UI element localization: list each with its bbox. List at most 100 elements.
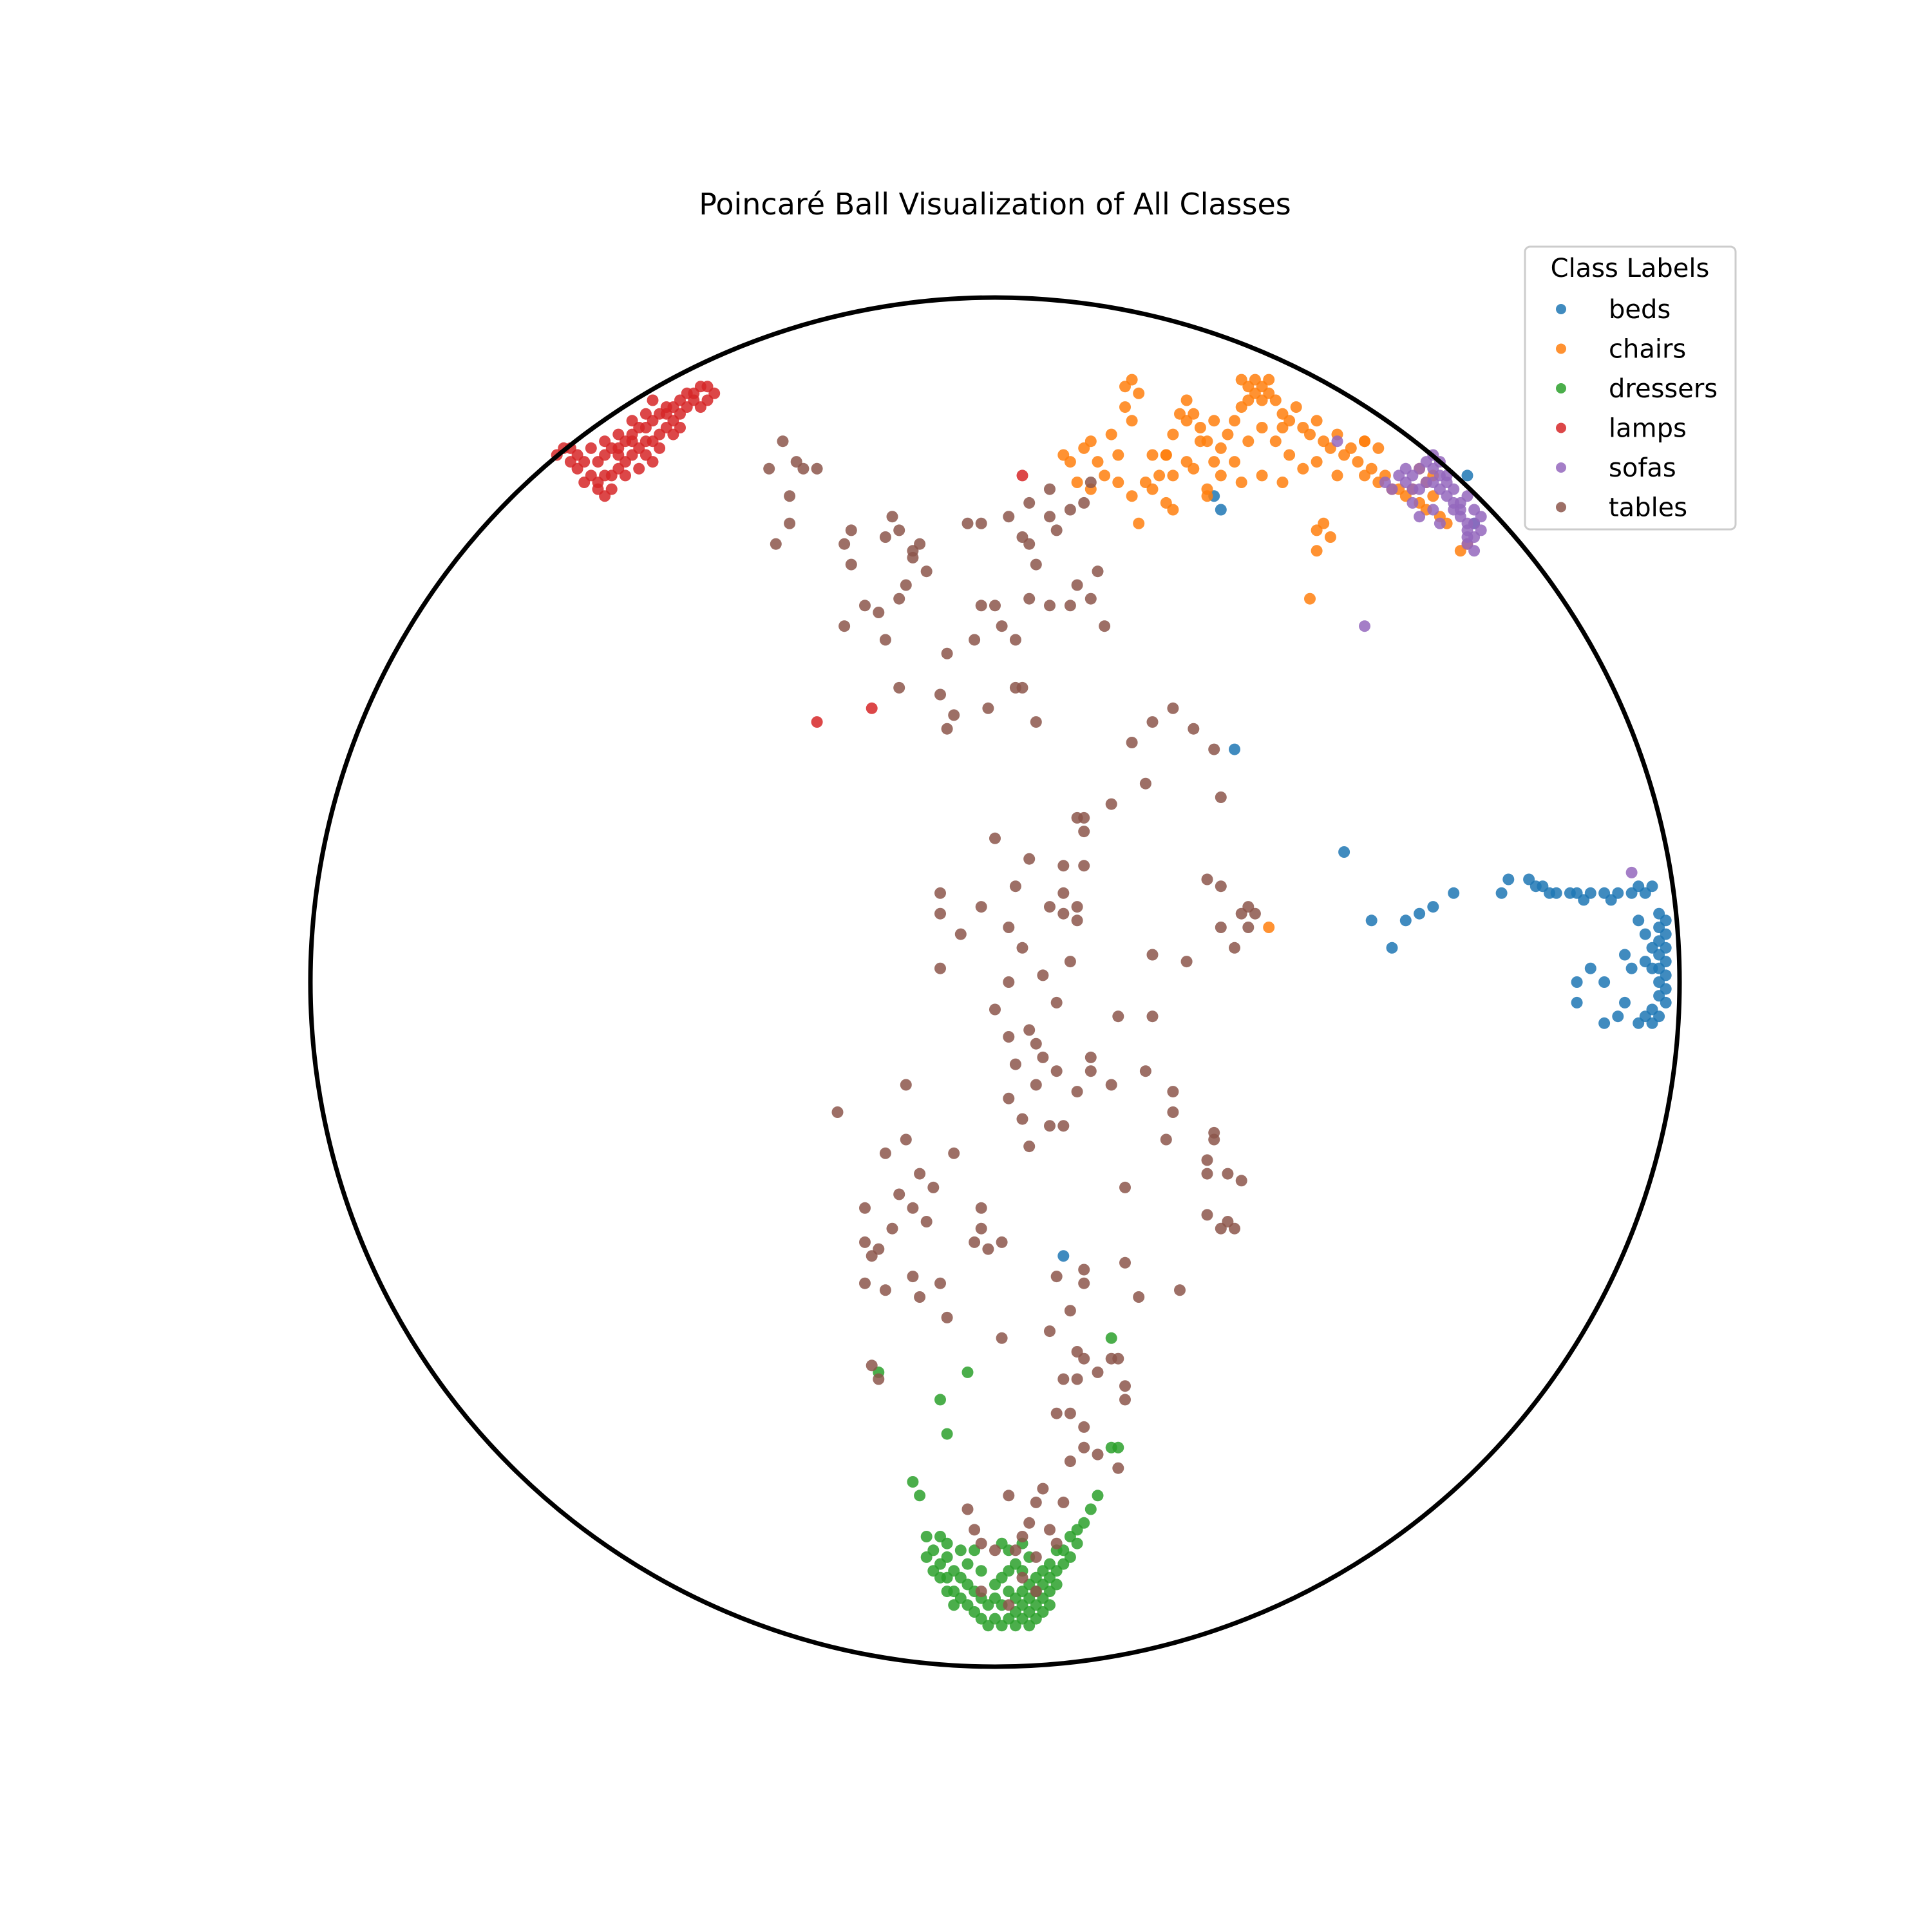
- chairs-point: [1269, 435, 1282, 448]
- tables-point: [1201, 1168, 1213, 1180]
- legend-label-tables: tables: [1609, 493, 1687, 523]
- tables-point: [1016, 942, 1028, 954]
- tables-point: [1016, 1571, 1028, 1584]
- tables-point: [1222, 1168, 1234, 1180]
- tables-point: [1064, 1305, 1076, 1317]
- tables-point: [1057, 1496, 1070, 1508]
- chairs-point: [1167, 469, 1179, 482]
- chairs-point: [1146, 483, 1159, 495]
- tables-point: [1009, 681, 1021, 694]
- beds-point: [1619, 949, 1631, 961]
- tables-point: [866, 1359, 878, 1372]
- lamps-point: [564, 456, 576, 468]
- lamps-point: [578, 477, 591, 488]
- sofas-point: [1461, 531, 1473, 543]
- tables-point: [1071, 579, 1083, 591]
- tables-point: [914, 1168, 926, 1180]
- series-lamps: [551, 381, 1028, 728]
- chairs-point: [1311, 545, 1323, 557]
- tables-point: [1139, 777, 1151, 790]
- legend-frame: [1524, 245, 1737, 531]
- tables-point: [934, 907, 946, 920]
- chairs-point: [1352, 456, 1364, 468]
- tables-point: [784, 517, 796, 529]
- tables-point: [934, 1277, 946, 1289]
- lamps-point: [612, 428, 625, 440]
- beds-point: [1550, 887, 1562, 899]
- tables-point: [1009, 880, 1021, 893]
- lamps-point: [620, 469, 631, 482]
- tables-point: [1023, 853, 1036, 865]
- chairs-point: [1222, 428, 1234, 440]
- dressers-point: [1044, 1599, 1056, 1611]
- chairs-point: [1201, 490, 1213, 502]
- chairs-point: [1331, 469, 1343, 482]
- chairs-point: [1153, 469, 1166, 482]
- dressers-point: [934, 1394, 946, 1406]
- tables-point: [777, 435, 789, 448]
- beds-point: [1598, 976, 1611, 988]
- tables-point: [845, 558, 857, 571]
- beds-point: [1386, 942, 1398, 954]
- tables-point: [1064, 1407, 1076, 1419]
- lamps-point: [639, 408, 652, 420]
- tables-point: [1071, 901, 1083, 913]
- beds-point: [1057, 1250, 1070, 1262]
- tables-point: [1119, 1380, 1131, 1392]
- lamps-point: [599, 435, 611, 448]
- legend-entry-beds: beds: [1556, 295, 1671, 325]
- poincare-ball-boundary: [308, 295, 1682, 1669]
- tables-point: [982, 1243, 994, 1255]
- legend-label-sofas: sofas: [1609, 453, 1676, 483]
- tables-point: [763, 462, 775, 475]
- chairs-point: [1119, 401, 1131, 413]
- tables-point: [961, 517, 974, 529]
- tables-point: [1180, 956, 1193, 968]
- tables-point: [886, 1222, 898, 1235]
- lamps-point: [866, 702, 878, 714]
- beds-point: [1625, 962, 1638, 974]
- tables-point: [1078, 497, 1090, 509]
- chairs-point: [1256, 469, 1268, 482]
- sofas-point: [1399, 477, 1412, 488]
- beds-point: [1633, 1017, 1645, 1029]
- chairs-point: [1256, 422, 1268, 433]
- chairs-point: [1126, 374, 1138, 386]
- tables-point: [1112, 1010, 1124, 1023]
- tables-point: [1050, 524, 1063, 536]
- beds-point: [1427, 901, 1439, 913]
- tables-point: [1003, 1092, 1015, 1104]
- tables-point: [1044, 600, 1056, 612]
- legend-title: Class Labels: [1551, 254, 1710, 283]
- beds-point: [1338, 846, 1350, 858]
- tables-point: [1050, 1537, 1063, 1549]
- tables-point: [1044, 1325, 1056, 1338]
- tables-point: [1057, 860, 1070, 872]
- tables-point: [1078, 1277, 1090, 1289]
- dressers-point: [907, 1476, 919, 1488]
- tables-point: [1016, 1531, 1028, 1542]
- legend-marker-lamps: [1556, 422, 1566, 433]
- tables-point: [1092, 1448, 1104, 1461]
- tables-point: [879, 1284, 891, 1296]
- tables-point: [989, 832, 1001, 844]
- tables-point: [1037, 1051, 1049, 1063]
- legend-marker-tables: [1556, 502, 1566, 513]
- tables-point: [1030, 1079, 1042, 1091]
- tables-point: [879, 1147, 891, 1159]
- beds-point: [1229, 743, 1240, 755]
- tables-point: [845, 524, 857, 536]
- chairs-point: [1359, 469, 1370, 482]
- tables-point: [1030, 558, 1042, 571]
- tables-point: [975, 1222, 987, 1235]
- sofas-point: [1406, 497, 1419, 509]
- legend-label-lamps: lamps: [1609, 414, 1687, 444]
- tables-point: [1044, 1120, 1056, 1132]
- tables-point: [1235, 1175, 1247, 1187]
- tables-point: [1064, 956, 1076, 968]
- legend-marker-sofas: [1556, 462, 1566, 473]
- legend-label-dressers: dressers: [1609, 374, 1718, 404]
- tables-point: [1071, 1086, 1083, 1098]
- legend-label-beds: beds: [1609, 295, 1671, 325]
